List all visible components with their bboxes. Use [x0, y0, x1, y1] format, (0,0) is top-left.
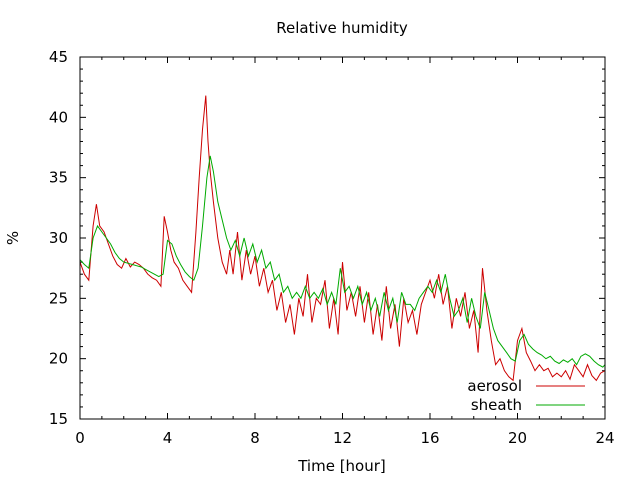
x-axis-label: Time [hour] — [297, 457, 386, 475]
x-tick-label: 16 — [420, 429, 439, 447]
y-tick-label: 20 — [49, 350, 68, 368]
series-group — [79, 95, 606, 382]
legend-label-aerosol: aerosol — [467, 377, 522, 395]
y-tick-label: 40 — [49, 108, 68, 126]
y-axis-label: % — [4, 231, 22, 245]
y-tick-label: 25 — [49, 289, 68, 307]
legend-label-sheath: sheath — [471, 396, 522, 414]
plot-frame — [79, 56, 606, 420]
x-tick-label: 4 — [163, 429, 173, 447]
x-tick-label: 12 — [333, 429, 352, 447]
y-tick-label: 15 — [49, 410, 68, 428]
y-tick-label: 30 — [49, 229, 68, 247]
x-tick-label: 0 — [75, 429, 85, 447]
x-tick-label: 20 — [508, 429, 527, 447]
axis-ticks: 0 4 8 12 16 20 24 15 20 25 30 35 40 45 — [49, 48, 615, 447]
x-tick-label: 24 — [595, 429, 614, 447]
y-tick-label: 35 — [49, 169, 68, 187]
series-line-aerosol — [79, 95, 606, 382]
series-line-sheath — [79, 155, 606, 368]
x-tick-label: 8 — [250, 429, 260, 447]
chart-title: Relative humidity — [276, 19, 408, 37]
y-tick-label: 45 — [49, 48, 68, 66]
